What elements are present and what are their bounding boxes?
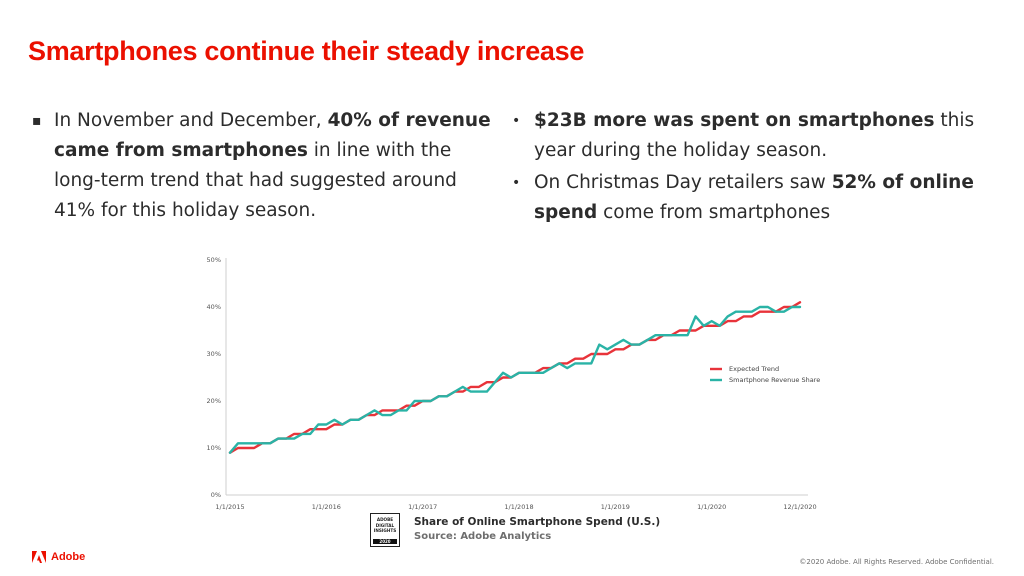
- left-bullet-list: ▪ In November and December, 40% of revenu…: [32, 106, 502, 228]
- x-tick-label: 1/1/2018: [504, 503, 533, 511]
- bullet-text: On Christmas Day retailers saw: [534, 172, 832, 193]
- adobe-wordmark: Adobe: [51, 551, 86, 563]
- bullet-emphasis: 52% of online spend: [534, 172, 974, 223]
- y-tick-label: 10%: [207, 444, 221, 452]
- x-tick-label: 12/1/2020: [783, 503, 816, 511]
- y-tick-label: 20%: [207, 397, 221, 405]
- chart-legend: Expected Trend Smartphone Revenue Share: [710, 365, 820, 384]
- bullet-text: come from smartphones: [597, 202, 831, 223]
- x-tick-label: 1/1/2019: [601, 503, 630, 511]
- badge-line: INSIGHTS: [373, 528, 397, 533]
- bullet-marker: •: [512, 175, 521, 191]
- bullet-item: ▪ In November and December, 40% of revenu…: [32, 106, 502, 226]
- bullet-marker: •: [512, 113, 521, 129]
- x-tick-label: 1/1/2015: [215, 503, 244, 511]
- bullet-text: this year during the holiday season.: [534, 110, 975, 161]
- adobe-logo-icon: [32, 551, 46, 563]
- smartphone-share-line-chart: 0%10%20%30%40%50% 1/1/2015 1/1/2016 1/1/20…: [207, 256, 821, 511]
- x-axis-ticks: 1/1/2015 1/1/2016 1/1/2017 1/1/2018 1/1/2019…: [215, 503, 816, 511]
- series-line-expected-trend: [228, 301, 802, 454]
- series-line-smartphone-revenue-share: [228, 305, 802, 454]
- bullet-item: • $23B more was spent on smartphones this…: [512, 106, 992, 166]
- bullet-marker: ▪: [32, 113, 42, 129]
- adobe-digital-insights-badge: ADOBE DIGITAL INSIGHTS 2020: [370, 513, 400, 547]
- caption-title: Share of Online Smartphone Spend (U.S.): [414, 516, 661, 528]
- right-bullet-list: • $23B more was spent on smartphones this…: [512, 106, 992, 230]
- badge-line: ADOBE: [376, 517, 394, 522]
- y-tick-label: 0%: [211, 491, 221, 499]
- legend-label: Smartphone Revenue Share: [729, 376, 820, 384]
- bullet-item: • On Christmas Day retailers saw 52% of o…: [512, 168, 992, 228]
- legend-label: Expected Trend: [729, 365, 779, 373]
- x-tick-label: 1/1/2017: [408, 503, 437, 511]
- badge-year: 2020: [373, 539, 397, 544]
- x-tick-label: 1/1/2016: [312, 503, 341, 511]
- y-axis-ticks: 0% 10% 20% 30% 40% 50%: [207, 256, 221, 499]
- x-tick-label: 1/1/2020: [697, 503, 726, 511]
- series-lines: [228, 301, 802, 454]
- y-tick-label: 50%: [207, 256, 221, 264]
- caption-source: Source: Adobe Analytics: [414, 531, 552, 542]
- badge-line: DIGITAL: [375, 522, 395, 528]
- y-tick-label: 40%: [207, 303, 221, 311]
- copyright-notice: ©2020 Adobe. All Rights Reserved. Adobe …: [799, 558, 994, 566]
- adobe-footer-logo: Adobe: [32, 551, 85, 563]
- bullet-text: In November and December,: [54, 110, 328, 131]
- y-tick-label: 30%: [207, 350, 221, 358]
- slide-title: Smartphones continue their steady increa…: [28, 36, 585, 66]
- bullet-emphasis: 40% of revenue came from smartphones: [54, 110, 491, 161]
- bullet-emphasis: $23B more was spent on smartphones: [534, 110, 935, 131]
- bullet-text: in line with the long-term trend that ha…: [54, 140, 457, 221]
